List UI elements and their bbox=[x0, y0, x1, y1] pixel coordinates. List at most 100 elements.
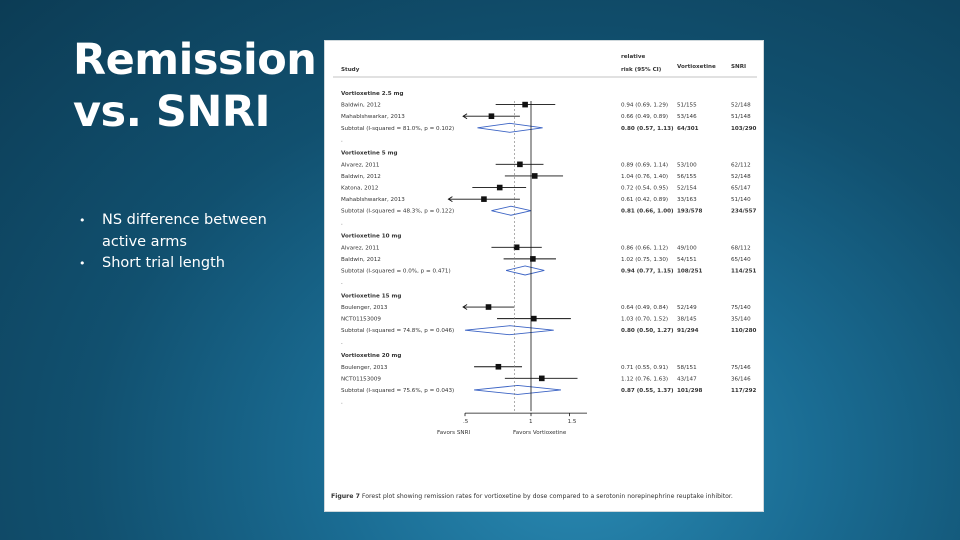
forest-vortioxetine-count: 43/147 bbox=[677, 376, 697, 382]
forest-snri-count: 65/147 bbox=[731, 186, 751, 192]
forest-vortioxetine-count: 51/155 bbox=[677, 103, 697, 109]
forest-subtotal-label: Subtotal (I-squared = 48.3%, p = 0.122) bbox=[341, 209, 454, 215]
forest-point-marker bbox=[517, 161, 523, 168]
forest-rr-value: 1.12 (0.76, 1.63) bbox=[621, 376, 668, 382]
forest-study-label: Alvarez, 2011 bbox=[341, 162, 380, 168]
forest-plot-chart: relative Study risk (95% CI) Vortioxetine SN… bbox=[333, 54, 757, 436]
forest-study-label: Boulenger, 2013 bbox=[341, 305, 388, 311]
forest-rr-value: 0.87 (0.55, 1.37) bbox=[621, 388, 674, 394]
forest-rr-value: 1.04 (0.76, 1.40) bbox=[621, 174, 668, 180]
header-vortioxetine: Vortioxetine bbox=[677, 64, 716, 70]
forest-study-label: Boulenger, 2013 bbox=[341, 365, 388, 371]
forest-group-heading: Vortioxetine 20 mg bbox=[341, 353, 401, 359]
forest-group-heading: Vortioxetine 5 mg bbox=[341, 151, 397, 157]
forest-snri-count: 52/148 bbox=[731, 103, 751, 109]
forest-vortioxetine-count: 101/298 bbox=[677, 388, 703, 394]
bullet-item: • NS difference between active arms bbox=[79, 210, 299, 253]
forest-rr-value: 1.03 (0.70, 1.52) bbox=[621, 317, 668, 323]
header-snri: SNRI bbox=[731, 64, 746, 70]
bullet-text: NS difference between active arms bbox=[102, 212, 267, 250]
forest-snri-count: 51/140 bbox=[731, 197, 751, 203]
forest-snri-count: 35/140 bbox=[731, 317, 751, 323]
forest-ci-arrow-icon bbox=[447, 196, 453, 203]
forest-study-label: Katona, 2012 bbox=[341, 186, 378, 192]
forest-group-heading: Vortioxetine 2.5 mg bbox=[341, 91, 403, 97]
forest-point-marker bbox=[496, 184, 503, 191]
title-line-2: vs. SNRI bbox=[73, 87, 271, 137]
forest-rr-value: 0.81 (0.66, 1.00) bbox=[621, 209, 674, 215]
caption-label: Figure 7 bbox=[331, 493, 360, 500]
forest-rr-value: 0.80 (0.57, 1.13) bbox=[621, 126, 674, 132]
forest-vortioxetine-count: 49/100 bbox=[677, 245, 697, 251]
figure-caption: Figure 7 Forest plot showing remission r… bbox=[331, 493, 761, 500]
forest-vortioxetine-count: 52/154 bbox=[677, 186, 697, 192]
forest-study-label: Mahablshwarkar, 2013 bbox=[341, 197, 405, 203]
forest-ci-arrow-icon bbox=[462, 304, 468, 310]
forest-rr-value: 0.89 (0.69, 1.14) bbox=[621, 162, 668, 168]
forest-group-heading: Vortioxetine 10 mg bbox=[341, 234, 401, 240]
forest-subtotal-diamond bbox=[477, 122, 543, 133]
x-axis-tick-label: 1 bbox=[529, 419, 533, 425]
forest-study-label: Baldwin, 2012 bbox=[341, 174, 381, 180]
title-line-1: Remission bbox=[73, 35, 317, 85]
forest-snri-count: 75/140 bbox=[731, 305, 751, 311]
forest-snri-count: 75/146 bbox=[731, 365, 751, 371]
forest-vortioxetine-count: 54/151 bbox=[677, 257, 697, 263]
header-study: Study bbox=[341, 67, 360, 73]
forest-group-heading: Vortioxetine 15 mg bbox=[341, 293, 401, 299]
forest-rr-value: 0.80 (0.50, 1.27) bbox=[621, 328, 674, 334]
forest-snri-count: 52/148 bbox=[731, 174, 751, 180]
forest-point-marker bbox=[485, 304, 492, 310]
forest-plot-figure: relative Study risk (95% CI) Vortioxetine SN… bbox=[324, 40, 764, 512]
forest-point-marker bbox=[513, 244, 520, 251]
x-axis-left-label: Favors SNRI bbox=[437, 430, 470, 436]
forest-vortioxetine-count: 108/251 bbox=[677, 268, 703, 274]
forest-vortioxetine-count: 56/155 bbox=[677, 174, 697, 180]
forest-point-marker bbox=[481, 196, 487, 202]
forest-separator-dot: . bbox=[341, 280, 343, 286]
forest-point-marker bbox=[531, 173, 538, 179]
forest-study-label: Alvarez, 2011 bbox=[341, 245, 380, 251]
forest-vortioxetine-count: 33/163 bbox=[677, 197, 697, 203]
x-axis-tick-label: .5 bbox=[463, 419, 469, 425]
forest-point-marker bbox=[488, 113, 495, 119]
forest-study-label: Mahablshwarkar, 2013 bbox=[341, 114, 405, 120]
forest-subtotal-label: Subtotal (I-squared = 74.8%, p = 0.046) bbox=[341, 328, 454, 334]
slide-title: Remission vs. SNRI bbox=[73, 34, 317, 138]
forest-point-marker bbox=[495, 363, 502, 370]
forest-point-marker bbox=[530, 256, 536, 262]
forest-ci-arrow-icon bbox=[462, 113, 468, 120]
forest-study-label: NCT01153009 bbox=[341, 376, 381, 382]
forest-snri-count: 117/292 bbox=[731, 388, 757, 394]
bullet-list: • NS difference between active arms • Sh… bbox=[79, 210, 299, 275]
forest-vortioxetine-count: 193/578 bbox=[677, 209, 703, 215]
forest-vortioxetine-count: 91/294 bbox=[677, 328, 699, 334]
forest-snri-count: 51/148 bbox=[731, 114, 751, 120]
bullet-item: • Short trial length bbox=[79, 253, 299, 275]
header-relative-risk: relative bbox=[621, 54, 645, 60]
forest-rr-value: 0.64 (0.49, 0.84) bbox=[621, 305, 668, 311]
forest-point-marker bbox=[531, 315, 537, 322]
bullet-dot-icon: • bbox=[79, 214, 86, 227]
forest-vortioxetine-count: 64/301 bbox=[677, 126, 699, 132]
forest-rr-value: 0.94 (0.69, 1.29) bbox=[621, 103, 668, 109]
forest-snri-count: 103/290 bbox=[731, 126, 757, 132]
forest-vortioxetine-count: 53/146 bbox=[677, 114, 697, 120]
x-axis-right-label: Favors Vortioxetine bbox=[513, 430, 567, 436]
forest-vortioxetine-count: 58/151 bbox=[677, 365, 697, 371]
forest-snri-count: 36/146 bbox=[731, 376, 751, 382]
forest-subtotal-diamond bbox=[491, 205, 532, 216]
forest-point-marker bbox=[538, 375, 545, 382]
forest-subtotal-label: Subtotal (I-squared = 0.0%, p = 0.471) bbox=[341, 268, 451, 274]
forest-subtotal-diamond bbox=[474, 385, 562, 395]
forest-snri-count: 68/112 bbox=[731, 245, 751, 251]
header-relative-risk-ci: risk (95% CI) bbox=[621, 67, 662, 73]
forest-vortioxetine-count: 38/145 bbox=[677, 317, 697, 323]
forest-rr-value: 0.61 (0.42, 0.89) bbox=[621, 197, 668, 203]
forest-rr-value: 0.72 (0.54, 0.95) bbox=[621, 186, 668, 192]
forest-snri-count: 114/251 bbox=[731, 268, 757, 274]
bullet-dot-icon: • bbox=[79, 257, 86, 270]
forest-study-label: Baldwin, 2012 bbox=[341, 103, 381, 109]
forest-separator-dot: . bbox=[341, 400, 343, 406]
bullet-text: Short trial length bbox=[102, 255, 225, 271]
